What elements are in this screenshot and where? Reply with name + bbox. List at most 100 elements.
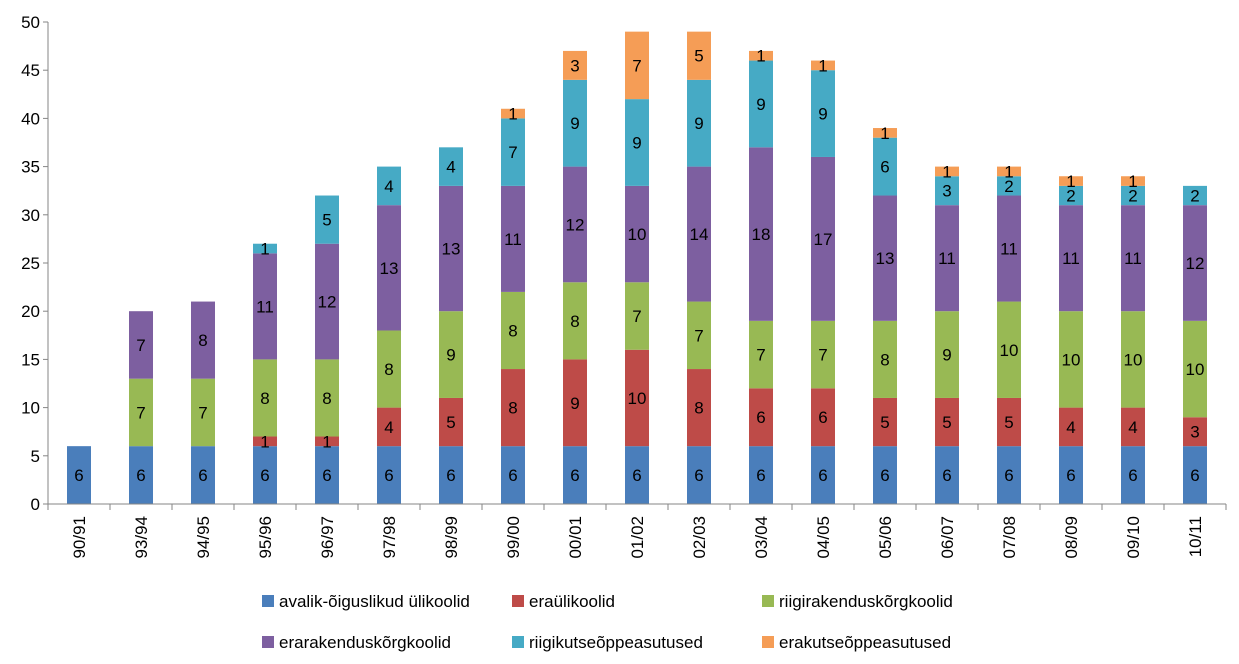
data-label: 11 <box>1124 249 1142 268</box>
data-label: 10 <box>1062 350 1081 369</box>
bar-segment <box>749 388 773 447</box>
y-tick-label: 25 <box>21 254 40 273</box>
data-label: 6 <box>756 408 765 427</box>
data-label: 6 <box>198 466 207 485</box>
bar-segment <box>501 369 525 447</box>
bar-segment <box>439 185 463 312</box>
data-label: 6 <box>1128 466 1137 485</box>
data-labels: 6 677678618111618125648134659134688117169… <box>74 47 1204 485</box>
data-label: 6 <box>756 466 765 485</box>
data-label: 7 <box>198 403 207 422</box>
bar-segment <box>563 79 587 167</box>
bar-segment <box>315 243 339 360</box>
legend-label: erakutseõppeasutused <box>779 633 951 652</box>
bar-segment <box>811 388 835 447</box>
y-tick-label: 5 <box>31 447 40 466</box>
data-label: 6 <box>632 466 641 485</box>
data-label: 6 <box>508 466 517 485</box>
data-label: 4 <box>384 177 393 196</box>
data-label: 1 <box>818 56 827 75</box>
x-tick-label: 01/02 <box>628 516 647 559</box>
data-label: 8 <box>322 389 331 408</box>
bar-segment <box>997 166 1021 177</box>
x-tick-label: 08/09 <box>1062 516 1081 559</box>
bar-segment <box>997 446 1021 504</box>
legend-label: eraülikoolid <box>529 592 615 611</box>
data-label: 12 <box>318 293 337 312</box>
bar-segment <box>67 446 91 504</box>
bar-segment <box>811 446 835 504</box>
bar-segment <box>687 31 711 80</box>
bar-segment <box>997 301 1021 398</box>
bar-segment <box>935 311 959 398</box>
bar-segment <box>1059 185 1083 206</box>
bar-segment <box>811 60 835 71</box>
bar-segment <box>687 446 711 504</box>
data-label: 10 <box>1186 360 1205 379</box>
data-label: 13 <box>380 259 399 278</box>
data-label: 11 <box>1000 240 1018 259</box>
bar-segment <box>997 195 1021 302</box>
bar-segment <box>935 397 959 447</box>
y-tick-label: 50 <box>21 13 40 32</box>
bar-segment <box>625 282 649 350</box>
data-label: 1 <box>756 47 765 66</box>
x-tick-label: 05/06 <box>876 516 895 559</box>
x-axis: 90/91 93/94 94/95 95/96 96/97 97/98 98/99 99/00… <box>47 503 1227 559</box>
data-label: 2 <box>1066 187 1075 206</box>
data-label: 1 <box>322 432 331 451</box>
bar-segment <box>439 147 463 186</box>
data-label: 8 <box>198 331 207 350</box>
x-tick-label: 93/94 <box>132 516 151 559</box>
x-tick-label: 04/05 <box>814 516 833 559</box>
bar-segment <box>1059 205 1083 312</box>
data-label: 7 <box>694 326 703 345</box>
bar-segment <box>253 359 277 437</box>
data-label: 11 <box>504 230 522 249</box>
x-tick-label: 00/01 <box>566 516 585 559</box>
bar-segment <box>687 79 711 167</box>
data-label: 6 <box>818 466 827 485</box>
data-label: 8 <box>570 312 579 331</box>
data-label: 5 <box>322 211 331 230</box>
bar-segment <box>749 147 773 321</box>
data-label: 13 <box>876 249 895 268</box>
bars <box>67 31 1207 504</box>
bar-segment <box>935 446 959 504</box>
data-label: 9 <box>756 95 765 114</box>
data-label: 6 <box>880 158 889 177</box>
data-label: 6 <box>74 466 83 485</box>
bar-segment <box>687 369 711 447</box>
legend-swatch <box>512 595 524 607</box>
y-tick-label: 20 <box>21 302 40 321</box>
data-label: 6 <box>260 466 269 485</box>
data-label: 6 <box>384 466 393 485</box>
bar-segment <box>315 195 339 244</box>
data-label: 10 <box>1124 350 1143 369</box>
x-tick-label: 07/08 <box>1000 516 1019 559</box>
x-tick-label: 97/98 <box>380 516 399 559</box>
data-label: 4 <box>384 418 393 437</box>
data-label: 1 <box>1128 172 1137 191</box>
bar-segment <box>687 301 711 370</box>
bar-segment <box>811 70 835 157</box>
data-label: 11 <box>256 297 274 316</box>
x-tick-label: 10/11 <box>1186 516 1205 557</box>
data-label: 8 <box>508 399 517 418</box>
data-label: 5 <box>880 413 889 432</box>
bar-segment <box>1183 185 1207 206</box>
bar-segment <box>377 446 401 504</box>
bar-segment <box>749 446 773 504</box>
bar-segment <box>315 359 339 437</box>
data-label: 1 <box>1066 172 1075 191</box>
bar-segment <box>191 378 215 447</box>
data-label: 6 <box>322 466 331 485</box>
bar-segment <box>191 446 215 504</box>
data-label: 8 <box>508 321 517 340</box>
x-tick-label: 06/07 <box>938 516 957 559</box>
bar-segment <box>129 378 153 447</box>
data-label: 1 <box>880 124 889 143</box>
data-label: 12 <box>566 215 585 234</box>
bar-segment <box>935 166 959 177</box>
